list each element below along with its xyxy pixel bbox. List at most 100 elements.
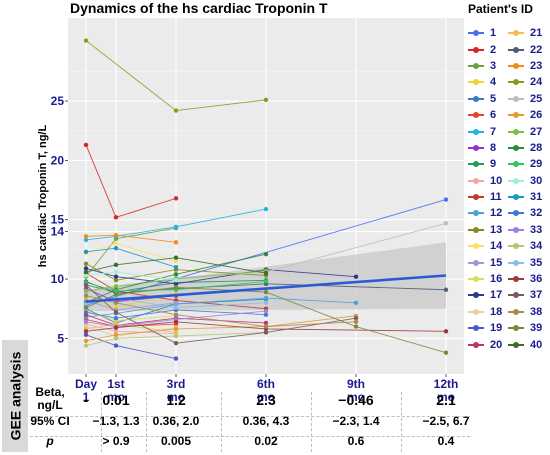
data-point-20-3 (263, 320, 269, 326)
legend-label-7: 7 (490, 125, 497, 138)
legend-key-38 (508, 307, 524, 317)
legend-item-20: 20 (468, 336, 508, 352)
legend-label-32: 32 (530, 207, 543, 220)
data-point-24-2 (263, 97, 269, 103)
data-point-24-0 (83, 38, 89, 43)
data-point-38-2 (173, 312, 179, 317)
data-point-26-0 (83, 338, 89, 343)
legend-item-38: 38 (508, 304, 548, 320)
series-patient-27 (83, 268, 269, 294)
gee-cell: −2.5, 6.7 (422, 414, 470, 428)
legend-item-11: 11 (468, 189, 508, 205)
data-point-39-3 (263, 289, 269, 295)
legend-label-18: 18 (490, 305, 503, 318)
legend-key-27 (508, 127, 524, 137)
data-point-32-1 (113, 316, 119, 321)
series-line-29 (85, 280, 267, 292)
series-line-27 (85, 270, 267, 292)
y-tick-label: 14 (51, 225, 65, 239)
legend-label-23: 23 (530, 59, 543, 72)
data-point-12-4 (353, 300, 359, 305)
legend-items: 1 2 3 4 5 6 7 8 9 10 11 12 13 14 15 16 17 18 19 20 21 22 23 24 2… (468, 25, 550, 353)
legend-item-22: 22 (508, 41, 548, 57)
legend-key-3 (468, 61, 484, 71)
data-point-36-0 (83, 329, 89, 334)
data-point-37-3 (263, 330, 269, 335)
legend-key-33 (508, 225, 524, 235)
y-axis-label: hs cardiac Troponin T, ng/L (37, 125, 49, 268)
legend-key-31 (508, 192, 524, 202)
series-patient-26 (83, 313, 359, 343)
data-point-38-1 (113, 300, 119, 305)
legend-item-1: 1 (468, 25, 508, 41)
legend-item-10: 10 (468, 173, 508, 189)
legend-item-15: 15 (468, 254, 508, 270)
legend-label-29: 29 (530, 158, 543, 171)
legend-label-21: 21 (530, 27, 543, 40)
legend-label-17: 17 (490, 289, 503, 302)
legend-item-24: 24 (508, 74, 548, 90)
legend-key-21 (508, 28, 524, 38)
legend-label-20: 20 (490, 338, 503, 351)
data-point-39-4 (353, 324, 359, 329)
data-point-23-1 (113, 232, 119, 238)
legend-label-28: 28 (530, 141, 543, 154)
gee-cell: 0.36, 2.0 (152, 414, 200, 428)
series-line-34 (85, 332, 267, 346)
gee-col-separator (101, 392, 102, 452)
data-point-26-1 (113, 332, 119, 338)
series-line-33 (85, 310, 267, 327)
x-tick-label: Day 1 (75, 377, 97, 404)
series-patient-17 (83, 266, 359, 287)
data-point-7-3 (263, 206, 269, 212)
x-tick-label: 6th mo (257, 377, 275, 404)
legend-label-10: 10 (490, 174, 503, 187)
series-line-7 (85, 208, 267, 241)
data-point-21-2 (173, 330, 179, 335)
series-line-32 (85, 309, 267, 319)
legend-item-40: 40 (508, 336, 548, 352)
series-patient-24 (83, 38, 269, 113)
data-point-37-0 (83, 282, 89, 288)
legend: Patient's ID 1 2 3 4 5 6 7 8 9 10 11 12 13 14 15 16 17 18… (468, 2, 550, 353)
data-point-22-4 (443, 287, 449, 292)
series-patient-39 (83, 285, 449, 355)
x-tick-label: 1st mo (107, 377, 125, 404)
legend-item-8: 8 (468, 140, 508, 156)
legend-item-14: 14 (468, 238, 508, 254)
series-patient-2 (83, 142, 179, 220)
data-point-39-2 (173, 285, 179, 290)
data-point-15-2 (173, 300, 179, 305)
gee-cell: 0.4 (437, 434, 455, 448)
data-point-39-5 (443, 350, 449, 355)
legend-label-27: 27 (530, 125, 543, 138)
legend-item-37: 37 (508, 287, 548, 303)
legend-label-37: 37 (530, 289, 543, 302)
data-point-28-3 (263, 251, 269, 257)
legend-key-23 (508, 61, 524, 71)
legend-key-11 (468, 192, 484, 202)
data-point-19-0 (83, 332, 89, 338)
data-point-25-3 (443, 221, 449, 226)
legend-item-36: 36 (508, 271, 548, 287)
legend-key-14 (468, 241, 484, 251)
data-point-34-0 (83, 343, 89, 348)
data-point-29-1 (113, 288, 119, 294)
data-point-37-1 (113, 310, 119, 315)
data-point-17-2 (173, 281, 179, 287)
gee-cell: −1.3, 1.3 (92, 414, 140, 428)
data-point-37-4 (353, 316, 359, 321)
data-point-17-1 (113, 274, 119, 279)
series-line-28 (85, 253, 267, 304)
series-line-11 (85, 272, 267, 310)
gee-cell: 0.6 (347, 434, 365, 448)
trend-line (85, 274, 447, 303)
legend-key-40 (508, 340, 524, 350)
data-point-19-2 (173, 356, 179, 361)
legend-item-28: 28 (508, 140, 548, 156)
legend-label-15: 15 (490, 256, 503, 269)
data-point-40-3 (263, 270, 269, 276)
legend-label-40: 40 (530, 338, 543, 351)
legend-key-15 (468, 258, 484, 268)
